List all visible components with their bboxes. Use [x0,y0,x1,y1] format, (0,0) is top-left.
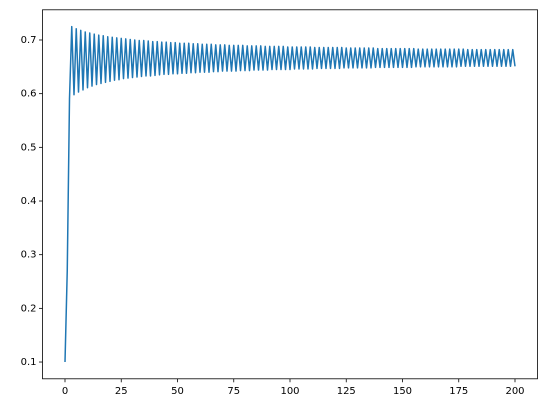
y-tick-label: 0.5 [21,142,37,153]
y-tick-label: 0.7 [21,35,37,46]
x-tick-label: 125 [337,386,356,397]
y-tick-label: 0.6 [21,89,37,100]
x-tick-label: 175 [449,386,468,397]
y-tick-label: 0.2 [21,303,37,314]
data-line [64,25,516,363]
x-tick-label: 25 [115,386,128,397]
x-tick-label: 50 [171,386,184,397]
x-tick-label: 0 [62,386,68,397]
x-tick-label: 100 [280,386,299,397]
x-tick-label: 150 [393,386,412,397]
y-tick-label: 0.1 [21,357,37,368]
x-tick-label: 75 [227,386,240,397]
x-tick-label: 200 [505,386,524,397]
y-tick-label: 0.4 [21,196,37,207]
y-tick-label: 0.3 [21,250,37,261]
